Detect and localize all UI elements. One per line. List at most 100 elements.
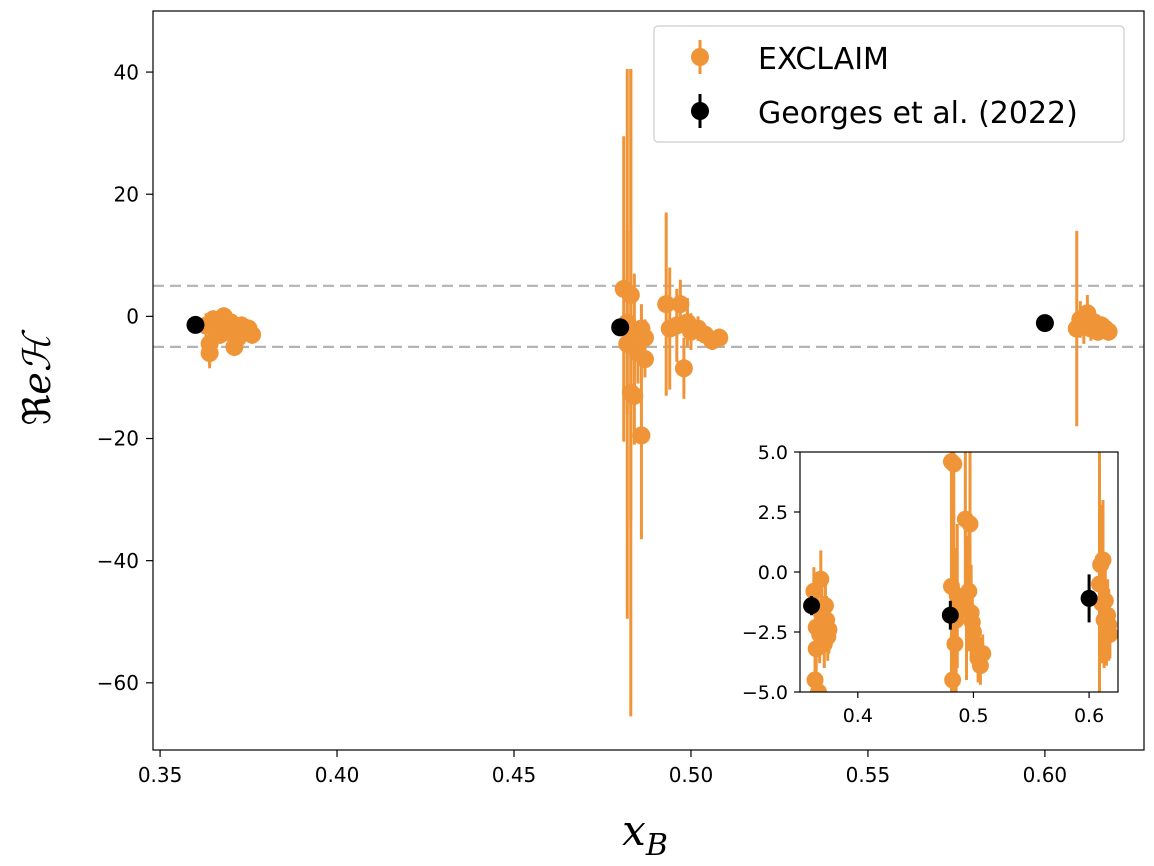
y-tick: 20 [114, 182, 153, 206]
point-marker [671, 295, 690, 314]
point-marker [944, 671, 962, 689]
y-axis-label: ℜeℋ [15, 329, 59, 425]
y-tick-label: 0.0 [758, 562, 788, 584]
legend-label: EXCLAIM [758, 42, 889, 77]
y-tick-label: −60 [97, 671, 139, 695]
y-tick-label: −40 [97, 549, 139, 573]
main-y-ticks: −60 −40 −20 0 20 40 [97, 60, 153, 695]
x-tick-label: 0.4 [843, 705, 873, 727]
legend-entry-exclaim: EXCLAIM [691, 40, 889, 77]
data-point [611, 318, 630, 337]
x-tick-label: 0.50 [669, 763, 714, 787]
x-tick: 0.5 [958, 692, 989, 727]
legend-box [653, 25, 1125, 143]
data-point [635, 340, 654, 378]
x-tick-label: 0.6 [1074, 705, 1104, 727]
y-tick-label: 20 [114, 182, 139, 206]
legend-entry-georges: Georges et al. (2022) [691, 94, 1078, 131]
point-marker [1099, 322, 1118, 341]
y-tick-label: 40 [114, 60, 139, 84]
point-marker [803, 597, 821, 615]
point-marker [941, 606, 959, 624]
point-marker [621, 285, 640, 304]
x-tick-label: 0.60 [1023, 763, 1068, 787]
point-marker [974, 645, 992, 663]
main-x-ticks: 0.35 0.40 0.45 0.50 0.55 0.60 [138, 750, 1067, 787]
svg-text:ℜeℋ: ℜeℋ [15, 329, 59, 425]
point-marker [635, 350, 654, 369]
inset-y-ticks: −5.0 −2.5 0.0 2.5 5.0 [742, 442, 800, 704]
legend-label: Georges et al. (2022) [758, 96, 1078, 131]
x-tick-label: 0.45 [492, 763, 537, 787]
data-point [1035, 314, 1054, 333]
x-tick: 0.55 [846, 750, 891, 787]
point-marker [1094, 551, 1112, 569]
data-point [200, 337, 219, 369]
data-point [243, 325, 262, 344]
y-tick-label: 2.5 [758, 502, 788, 524]
point-marker [635, 328, 654, 347]
x-tick-label: 0.35 [138, 763, 183, 787]
x-tick-label: 0.40 [315, 763, 360, 787]
data-point [710, 328, 729, 347]
data-point [186, 315, 205, 334]
x-tick: 0.4 [843, 692, 873, 727]
y-tick: 2.5 [758, 502, 800, 524]
x-axis-label: xB [622, 806, 668, 863]
point-marker [200, 344, 219, 363]
point-marker [243, 325, 262, 344]
y-tick: −40 [97, 549, 153, 573]
reference-lines [153, 284, 1144, 349]
point-marker [710, 328, 729, 347]
y-tick: 40 [114, 60, 153, 84]
series-georges [803, 574, 1098, 630]
point-marker [945, 455, 963, 473]
point-marker [820, 621, 838, 639]
data-point [803, 596, 821, 616]
y-tick: −2.5 [742, 622, 800, 644]
inset-plot-area: 0.4 0.5 0.6 −5.0 −2.5 0.0 2.5 5.0 [742, 442, 1119, 727]
x-tick: 0.45 [492, 750, 537, 787]
series-georges [186, 314, 1054, 337]
point-marker [810, 683, 827, 692]
legend: EXCLAIM Georges et al. (2022) [653, 25, 1125, 143]
y-tick: 5.0 [758, 442, 800, 464]
svg-text:xB: xB [622, 806, 668, 863]
data-point [810, 672, 827, 692]
x-tick: 0.50 [669, 750, 714, 787]
data-point [941, 600, 959, 630]
series-exclaim [197, 69, 1118, 717]
point-marker [186, 315, 205, 334]
main-plot-area: 0.35 0.40 0.45 0.50 0.55 0.60 −60 −40 −20 0 20 40 [97, 10, 1145, 787]
main-axes-frame [152, 10, 1145, 751]
inset-x-ticks: 0.4 0.5 0.6 [843, 692, 1104, 727]
data-point [974, 634, 992, 673]
point-marker [1101, 625, 1118, 643]
y-tick-label: −2.5 [742, 622, 788, 644]
data-point [820, 605, 838, 654]
data-point [674, 337, 693, 399]
x-tick: 0.40 [315, 750, 360, 787]
y-tick-label: 5.0 [758, 442, 788, 464]
y-tick: 0 [126, 305, 153, 329]
y-tick: −20 [97, 427, 153, 451]
x-tick-label: 0.55 [846, 763, 891, 787]
point-marker [1080, 589, 1098, 607]
point-marker [1035, 314, 1054, 333]
point-marker [961, 515, 979, 533]
y-tick: −5.0 [742, 682, 800, 704]
data-point [1080, 574, 1098, 623]
main-series-layer [186, 69, 1118, 717]
x-tick: 0.35 [138, 750, 183, 787]
x-tick-label: 0.5 [958, 705, 988, 727]
data-point [1101, 610, 1118, 659]
x-tick: 0.60 [1023, 750, 1068, 787]
x-tick: 0.6 [1074, 692, 1104, 727]
data-point [1099, 322, 1118, 341]
point-marker [674, 359, 693, 378]
y-tick-label: −20 [97, 427, 139, 451]
y-tick-label: −5.0 [742, 682, 788, 704]
point-marker [632, 426, 651, 445]
point-marker [611, 318, 630, 337]
